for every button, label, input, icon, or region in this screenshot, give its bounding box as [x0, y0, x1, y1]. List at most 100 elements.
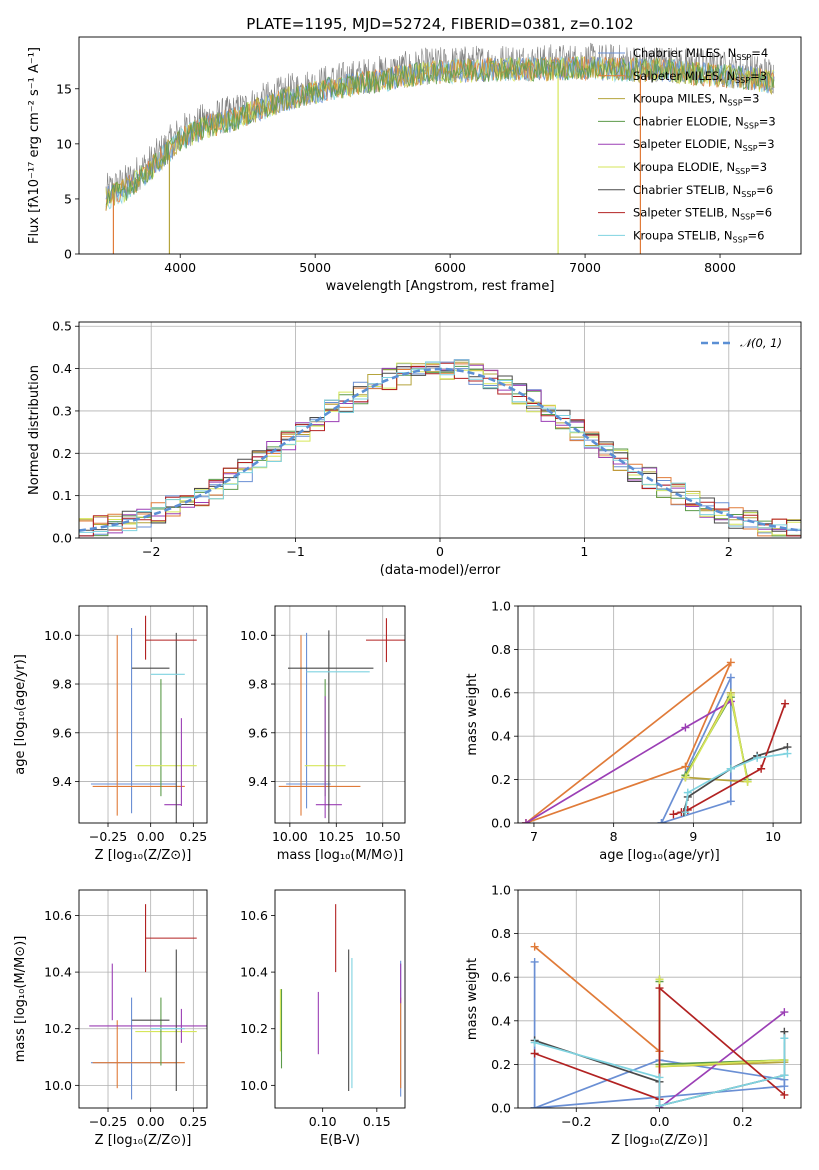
weight-point-marker [726, 797, 735, 806]
y-tick-label: 10.0 [240, 628, 268, 643]
weight-point-marker [726, 673, 735, 682]
plot-area-spectrum [105, 42, 775, 254]
x-axis-label: age [log₁₀(age/yr)] [599, 848, 720, 863]
x-axis-label: Z [log₁₀(Z/Z⊙)] [95, 848, 192, 863]
legend-label-sub: SSP [741, 190, 756, 199]
axes-frame [517, 889, 802, 1109]
x-axis-label: E(B-V) [320, 1133, 360, 1148]
figure-title: PLATE=1195, MJD=52724, FIBERID=0381, z=0… [246, 15, 633, 33]
spectrum-model-line [105, 56, 775, 211]
axes-frame [78, 321, 802, 539]
panel-z_weight: −0.2 0.0 0.2 0.0 0.2 0.4 0.6 0.8 1.0 Z [log₁₀(Z/Z… [465, 883, 802, 1148]
x-tick-label: 0.00 [137, 829, 165, 844]
weight-point-marker [783, 749, 792, 758]
weight-point-marker [530, 1049, 539, 1058]
panel-hist: −2 −1 0 1 2 0.0 0.1 0.2 0.3 0.4 0.5 (data-model)/er… [27, 319, 802, 578]
legend-label-tail: =6 [748, 228, 765, 242]
legend-label-text: Kroupa MILES, N [633, 92, 728, 106]
axes-frame [78, 605, 208, 824]
y-tick-label: 10.2 [240, 1021, 268, 1036]
x-tick-label: 9 [689, 829, 697, 844]
legend-label-sub: SSP [736, 53, 751, 62]
weight-point-marker [657, 819, 666, 823]
legend-label-text: Chabrier STELIB, N [633, 183, 741, 197]
panel-ebv_mass: 0.10 0.15 10.0 10.2 10.4 10.6 E(B-V) [240, 889, 406, 1148]
y-tick-label: 0.1 [52, 488, 72, 503]
weight-point-marker [780, 1090, 789, 1099]
weight-series-line [658, 1011, 785, 1108]
axes-frame [274, 889, 406, 1109]
y-tick-label: 10.4 [240, 965, 268, 980]
weight-point-marker [681, 808, 690, 817]
y-tick-label: 0.0 [52, 531, 72, 546]
x-tick-label: 2 [725, 544, 733, 559]
panel-mass_age: 10.00 10.25 10.50 9.4 9.6 9.8 10.0 mass [log₁₀(… [240, 605, 406, 863]
x-tick-label: 6000 [434, 260, 466, 275]
legend-label-text: Salpeter MILES, N [633, 69, 735, 83]
y-tick-label: 10.6 [44, 908, 72, 923]
legend-label-sub: SSP [743, 144, 758, 153]
x-axis-label: Z [log₁₀(Z/Z⊙)] [611, 1133, 708, 1148]
legend-label: Chabrier STELIB, NSSP=6 [633, 183, 773, 199]
x-tick-label: 7 [530, 829, 538, 844]
y-tick-label: 0.2 [52, 446, 72, 461]
x-tick-label: 1 [580, 544, 588, 559]
legend-label-text: Kroupa STELIB, N [633, 228, 733, 242]
legend-label-tail: =3 [759, 114, 776, 128]
normal-curve-line [79, 367, 801, 532]
y-axis-label: mass weight [465, 958, 480, 1040]
y-tick-label: 10 [56, 136, 72, 151]
x-tick-label: 0.25 [179, 829, 207, 844]
plot-area-z_mass [79, 890, 207, 1108]
y-tick-label: 0.8 [491, 642, 511, 657]
x-tick-label: −0.25 [89, 1114, 127, 1129]
legend-label-text: Salpeter STELIB, N [633, 206, 740, 220]
plot-area-age_weight [518, 606, 801, 823]
y-tick-label: 9.8 [52, 677, 72, 692]
legend-label: Chabrier MILES, NSSP=4 [633, 46, 768, 62]
legend-label-text: Kroupa ELODIE, N [633, 160, 735, 174]
weight-series-line [533, 961, 786, 1108]
y-axis-label: mass [log₁₀(M/M⊙)] [13, 936, 28, 1063]
weight-series-line [660, 677, 732, 823]
legend-label-text: Salpeter ELODIE, N [633, 137, 743, 151]
x-tick-label: 0.15 [363, 1114, 391, 1129]
legend-label-tail: =3 [743, 92, 760, 106]
x-tick-label: 0.2 [733, 1114, 753, 1129]
spectrum-data-line [105, 42, 774, 204]
legend-label-text: Chabrier ELODIE, N [633, 114, 744, 128]
y-tick-label: 10.0 [240, 1078, 268, 1093]
y-tick-label: 10.4 [44, 965, 72, 980]
y-tick-label: 10.0 [44, 628, 72, 643]
plot-area-mass_age [275, 606, 405, 823]
axes-frame [78, 36, 802, 255]
spectrum-model-line [105, 56, 775, 205]
weight-point-marker [726, 658, 735, 667]
legend-label-text: Chabrier MILES, N [633, 46, 736, 60]
legend-label-sub: SSP [733, 235, 748, 244]
y-axis-label: age [log₁₀(age/yr)] [13, 654, 28, 775]
legend-label-sub: SSP [728, 99, 743, 108]
weight-point-marker [780, 1008, 789, 1017]
x-tick-label: 0 [436, 544, 444, 559]
y-tick-label: 5 [64, 191, 72, 206]
x-axis-label: mass [log₁₀(M/M⊙)] [277, 848, 404, 863]
weight-point-marker [743, 777, 752, 786]
legend-label: 𝒩(0, 1) [740, 336, 782, 350]
legend-label: Kroupa STELIB, NSSP=6 [633, 228, 764, 244]
weight-point-marker [726, 690, 735, 699]
axes-frame [517, 605, 802, 824]
histogram-step-line [79, 359, 801, 538]
x-tick-label: −0.2 [561, 1114, 591, 1129]
weight-point-marker [780, 1071, 789, 1080]
x-tick-label: 0.0 [650, 1114, 670, 1129]
weight-point-marker [655, 975, 664, 984]
y-tick-label: 9.8 [248, 677, 268, 692]
legend-label-sub: SSP [735, 167, 750, 176]
weight-point-marker [530, 957, 539, 966]
weight-point-marker [655, 984, 664, 993]
weight-point-marker [726, 764, 735, 773]
x-tick-label: 0.00 [137, 1114, 165, 1129]
y-tick-label: 0 [64, 247, 72, 262]
